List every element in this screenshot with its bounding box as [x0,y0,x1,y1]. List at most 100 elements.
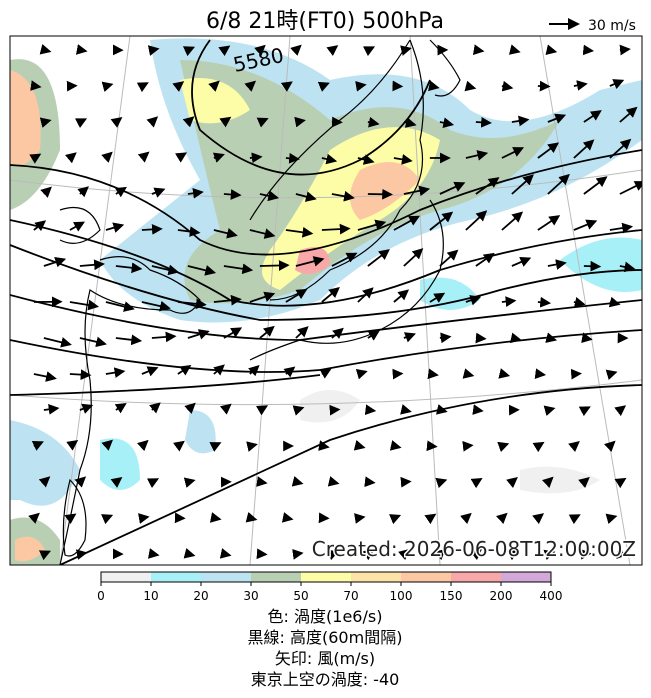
wind-arrow [498,368,511,379]
wind-arrow [79,403,94,414]
wind-arrow [223,327,243,339]
wind-arrow [283,366,296,378]
wind-arrow [329,404,341,416]
colorbar: 0 10 20 30 50 70 100 150 200 400 [97,571,563,603]
wind-arrow [209,512,222,523]
wind-arrow [69,299,100,311]
wind-arrow [295,256,325,267]
colorbar-segment [151,572,201,582]
wind-arrow [619,261,636,273]
wind-arrow [364,476,376,488]
wind-arrow [259,260,290,271]
wind-arrow [393,289,410,303]
wind-arrow [295,191,317,202]
wind-arrow [403,185,431,197]
wind-arrow [147,548,160,559]
wind-arrow [426,440,438,452]
wind-arrow [537,296,552,308]
wind-arrow [331,327,344,339]
wind-arrow [609,79,625,90]
wind-arrow [547,113,567,124]
wind-arrow [43,337,72,348]
wind-arrow [69,369,92,381]
wind-arrow [403,117,417,128]
wind-arrow [256,405,269,416]
wind-arrow [363,46,376,57]
wind-arrow [583,260,602,272]
colorbar-tick-label: 100 [390,589,413,603]
wind-arrow [285,152,300,164]
colorbar-segment [101,572,151,582]
wind-arrow [114,186,127,198]
wind-arrow [429,292,446,303]
wind-arrow [357,154,375,165]
wind-arrow [149,402,161,414]
wind-arrow [321,223,351,235]
wind-arrow [208,80,220,92]
created-stamp: Created: 2026-06-08T12:00:00Z [312,537,636,561]
wind-arrow [105,301,135,312]
wind-arrow [182,46,196,57]
wind-arrow [292,549,304,560]
wind-arrow [38,476,51,488]
colorbar-tick-label: 20 [193,589,208,603]
wind-arrow [184,402,196,414]
colorbar-frame [100,571,552,583]
wind-arrow [619,181,642,195]
wind-arrow [79,336,107,348]
wind-arrow [547,173,570,195]
wind-arrow [39,117,52,128]
wind-arrow [465,295,482,306]
wind-arrow [427,368,439,380]
wind-arrow [249,152,263,164]
wind-arrow [534,368,547,380]
caption-line: 黒線: 高度(60m間隔) [248,628,403,647]
wind-arrow [209,442,222,452]
wind-arrow [568,514,581,525]
colorbar-tick-label: 400 [540,589,563,603]
wind-arrow [462,368,475,379]
wind-arrow [74,476,87,488]
wind-arrow [497,441,510,453]
wind-arrow [317,81,330,92]
wind-arrow [464,80,477,92]
wind-arrow [367,249,390,267]
wind-arrow [537,215,561,231]
wind-arrow [435,477,448,489]
wind-arrow [138,513,150,524]
wind-arrow [110,477,123,488]
wind-arrow [355,80,367,92]
wind-arrow [290,44,302,56]
wind-arrow [29,153,42,164]
wind-arrow [501,296,517,307]
wind-arrow [219,548,232,559]
wind-arrow [249,228,276,239]
wind-arrow [219,116,232,128]
wind-arrow [30,80,42,91]
vorticity-field [10,38,642,565]
wind-arrow [39,44,52,55]
wind-arrow [581,332,593,343]
wind-arrow [543,405,556,416]
wind-arrow [43,404,60,415]
wind-arrow [177,226,201,237]
wind-arrow [578,476,590,489]
colorbar-segment [451,572,501,582]
wind-arrow [101,151,113,163]
caption: 色: 渦度(1e6/s) 黒線: 高度(60m間隔) 矢印: 風(m/s) 東京上空の… [248,607,403,689]
wind-arrow [501,211,524,231]
wind-arrow [105,367,126,378]
wind-arrow [354,513,366,524]
wind-arrow [175,152,188,163]
wind-arrow [219,403,232,415]
wind-arrow [244,80,257,92]
wind-arrow [280,81,293,92]
colorbar-segment [301,572,351,582]
wind-arrow [327,550,340,561]
wind-arrow [212,152,225,163]
wind-arrow [213,227,238,239]
wind-arrow [435,404,448,415]
wind-arrow [367,116,380,128]
wind-arrows [28,44,642,561]
